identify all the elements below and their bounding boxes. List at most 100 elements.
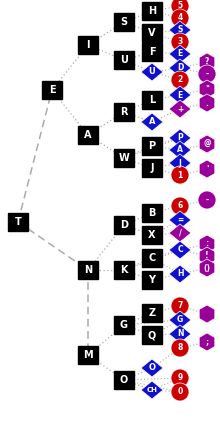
FancyBboxPatch shape <box>142 43 162 61</box>
Text: 8: 8 <box>177 344 183 352</box>
Text: S: S <box>120 17 128 27</box>
FancyBboxPatch shape <box>42 81 62 99</box>
Text: E: E <box>49 85 55 95</box>
Polygon shape <box>199 305 215 323</box>
Polygon shape <box>169 100 191 118</box>
Circle shape <box>171 33 189 51</box>
Text: @: @ <box>203 139 211 148</box>
Text: ?: ? <box>205 58 209 66</box>
Circle shape <box>198 191 216 209</box>
Polygon shape <box>141 359 163 377</box>
Text: 4: 4 <box>177 14 183 22</box>
Text: E: E <box>177 91 183 99</box>
FancyBboxPatch shape <box>8 213 28 231</box>
Text: P: P <box>148 141 156 151</box>
Text: B: B <box>148 208 156 218</box>
Text: P: P <box>177 133 183 143</box>
Circle shape <box>171 0 189 15</box>
Circle shape <box>171 369 189 387</box>
Text: +: + <box>177 104 183 114</box>
Polygon shape <box>141 113 163 131</box>
Polygon shape <box>169 325 191 343</box>
Text: :: : <box>205 239 209 249</box>
Text: W: W <box>119 153 129 163</box>
Text: (): () <box>204 264 211 272</box>
FancyBboxPatch shape <box>78 126 98 144</box>
FancyBboxPatch shape <box>78 261 98 279</box>
Text: 3: 3 <box>177 37 183 47</box>
Text: L: L <box>149 95 155 105</box>
Polygon shape <box>169 21 191 39</box>
FancyBboxPatch shape <box>142 326 162 344</box>
FancyBboxPatch shape <box>142 137 162 155</box>
Text: Z: Z <box>148 308 156 318</box>
Text: ": " <box>205 84 209 93</box>
Polygon shape <box>199 135 215 153</box>
Text: H: H <box>148 6 156 16</box>
FancyBboxPatch shape <box>114 316 134 334</box>
Text: Q: Q <box>148 330 156 340</box>
FancyBboxPatch shape <box>142 159 162 177</box>
Circle shape <box>171 197 189 215</box>
Circle shape <box>171 71 189 89</box>
Text: N: N <box>84 265 92 275</box>
Text: V: V <box>148 28 156 38</box>
Polygon shape <box>169 154 191 172</box>
Text: I: I <box>86 40 90 50</box>
Polygon shape <box>199 259 215 277</box>
Text: -: - <box>205 195 209 205</box>
Text: S: S <box>177 26 183 34</box>
Text: J: J <box>150 163 154 173</box>
Polygon shape <box>169 311 191 329</box>
Text: U: U <box>120 55 128 65</box>
Text: U: U <box>149 67 155 77</box>
FancyBboxPatch shape <box>142 91 162 109</box>
Text: ;: ; <box>205 337 209 346</box>
Circle shape <box>171 297 189 315</box>
Polygon shape <box>199 160 215 178</box>
Text: C: C <box>148 253 156 263</box>
Polygon shape <box>169 141 191 159</box>
Text: J: J <box>179 158 182 168</box>
Circle shape <box>171 166 189 184</box>
Text: Y: Y <box>148 275 156 285</box>
Text: M: M <box>83 350 93 360</box>
Text: A: A <box>177 146 183 154</box>
Text: -: - <box>205 70 209 78</box>
Text: C: C <box>177 246 183 254</box>
FancyBboxPatch shape <box>114 261 134 279</box>
Text: 7: 7 <box>177 301 183 311</box>
Text: H: H <box>177 269 183 279</box>
Text: A: A <box>84 130 92 140</box>
Text: 1: 1 <box>177 170 183 180</box>
Text: 2: 2 <box>177 76 183 84</box>
Polygon shape <box>141 381 163 399</box>
Polygon shape <box>199 333 215 351</box>
Text: K: K <box>120 265 128 275</box>
Polygon shape <box>199 247 215 265</box>
Text: O: O <box>120 375 128 385</box>
Text: CH: CH <box>147 387 158 393</box>
Polygon shape <box>169 265 191 283</box>
Text: G: G <box>177 315 183 324</box>
FancyBboxPatch shape <box>114 13 134 31</box>
Text: /: / <box>179 228 181 238</box>
FancyBboxPatch shape <box>142 24 162 42</box>
Text: N: N <box>177 330 183 338</box>
Circle shape <box>171 383 189 401</box>
Text: =: = <box>177 216 183 224</box>
Polygon shape <box>199 53 215 71</box>
Text: E: E <box>177 49 183 59</box>
Text: 6: 6 <box>177 202 183 210</box>
Polygon shape <box>199 80 215 98</box>
FancyBboxPatch shape <box>142 204 162 222</box>
Text: D: D <box>177 63 183 73</box>
Text: D: D <box>120 220 128 230</box>
Text: .: . <box>205 99 208 107</box>
Polygon shape <box>199 94 215 112</box>
FancyBboxPatch shape <box>142 2 162 20</box>
Polygon shape <box>199 235 215 253</box>
Circle shape <box>171 9 189 27</box>
FancyBboxPatch shape <box>142 249 162 267</box>
Text: X: X <box>148 230 156 240</box>
